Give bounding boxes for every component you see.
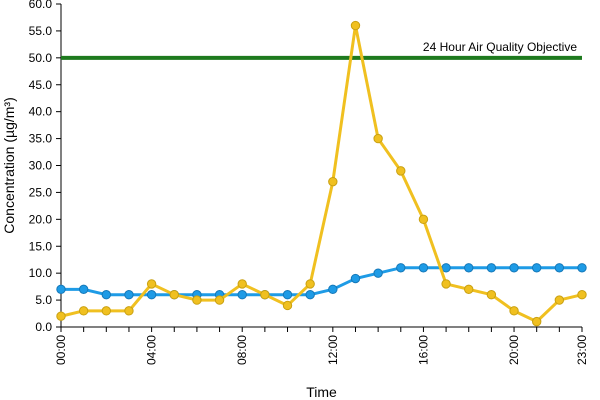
y-axis-title: Concentration (µg/m³) (1, 97, 17, 233)
y-tick-label: 55.0 (29, 24, 53, 38)
data-point (328, 284, 338, 295)
data-point (146, 290, 157, 300)
data-point (237, 279, 247, 289)
data-point (418, 214, 429, 225)
series-2 (56, 20, 587, 327)
x-tick-label: 08:00 (235, 335, 249, 365)
data-point (441, 263, 451, 273)
data-point (124, 290, 134, 300)
y-tick-label: 15.0 (29, 239, 53, 253)
y-axis-ticks: 0.0 5.0 10.0 15.0 20.0 25.0 30.0 35.0 40.0 45.0 50… (29, 0, 61, 334)
data-point (350, 273, 361, 284)
series-1 (56, 263, 587, 300)
y-tick-label: 35.0 (29, 132, 53, 146)
x-tick-label: 20:00 (507, 335, 521, 365)
data-point (305, 290, 315, 300)
data-point (509, 306, 519, 316)
data-point (554, 263, 565, 273)
data-point (577, 290, 587, 300)
x-tick-label: 16:00 (416, 335, 430, 365)
y-tick-label: 25.0 (29, 185, 53, 199)
y-tick-label: 0.0 (35, 320, 52, 334)
series-line (61, 266, 582, 297)
data-point (486, 263, 497, 273)
data-point (214, 295, 225, 305)
data-point (78, 284, 89, 295)
y-tick-label: 30.0 (29, 159, 53, 173)
data-point (282, 300, 293, 311)
y-tick-label: 45.0 (29, 78, 53, 92)
series-line (60, 24, 583, 324)
data-point (486, 290, 497, 300)
data-point (260, 290, 270, 300)
data-point (237, 290, 247, 300)
data-point (464, 284, 474, 295)
data-point (418, 263, 429, 273)
x-axis-title: Time (306, 384, 337, 400)
data-point (192, 295, 202, 305)
data-point (101, 290, 112, 300)
data-point (509, 263, 519, 273)
data-point (531, 263, 542, 273)
y-tick-label: 10.0 (29, 266, 53, 280)
y-tick-label: 50.0 (29, 51, 53, 65)
data-point (305, 279, 315, 289)
data-point (56, 311, 66, 321)
data-point (396, 166, 406, 176)
y-tick-label: 5.0 (35, 293, 52, 307)
data-point (577, 263, 587, 273)
objective-label: 24 Hour Air Quality Objective (423, 40, 577, 54)
x-axis-ticks: 00:00 04:00 08:00 12:00 16:00 20:00 23:00 (54, 327, 589, 365)
data-point (373, 133, 383, 144)
x-tick-label: 04:00 (145, 335, 159, 365)
y-tick-label: 60.0 (29, 0, 53, 11)
x-tick-label: 00:00 (54, 335, 68, 365)
data-point (56, 284, 66, 295)
x-tick-label: 23:00 (575, 335, 589, 365)
data-point (169, 290, 179, 300)
y-tick-label: 40.0 (29, 105, 53, 119)
data-point (146, 279, 157, 289)
data-point (78, 306, 89, 316)
data-point (350, 20, 361, 31)
x-tick-label: 12:00 (326, 335, 340, 365)
data-point (124, 306, 134, 316)
data-point (531, 316, 542, 327)
y-tick-label: 20.0 (29, 212, 53, 226)
data-point (373, 268, 383, 278)
data-point (101, 306, 112, 316)
data-point (396, 263, 406, 273)
series-layer (56, 20, 587, 327)
data-point (464, 263, 474, 273)
data-point (282, 290, 293, 300)
data-point (441, 279, 451, 289)
data-point (328, 176, 338, 187)
data-point (554, 295, 565, 305)
